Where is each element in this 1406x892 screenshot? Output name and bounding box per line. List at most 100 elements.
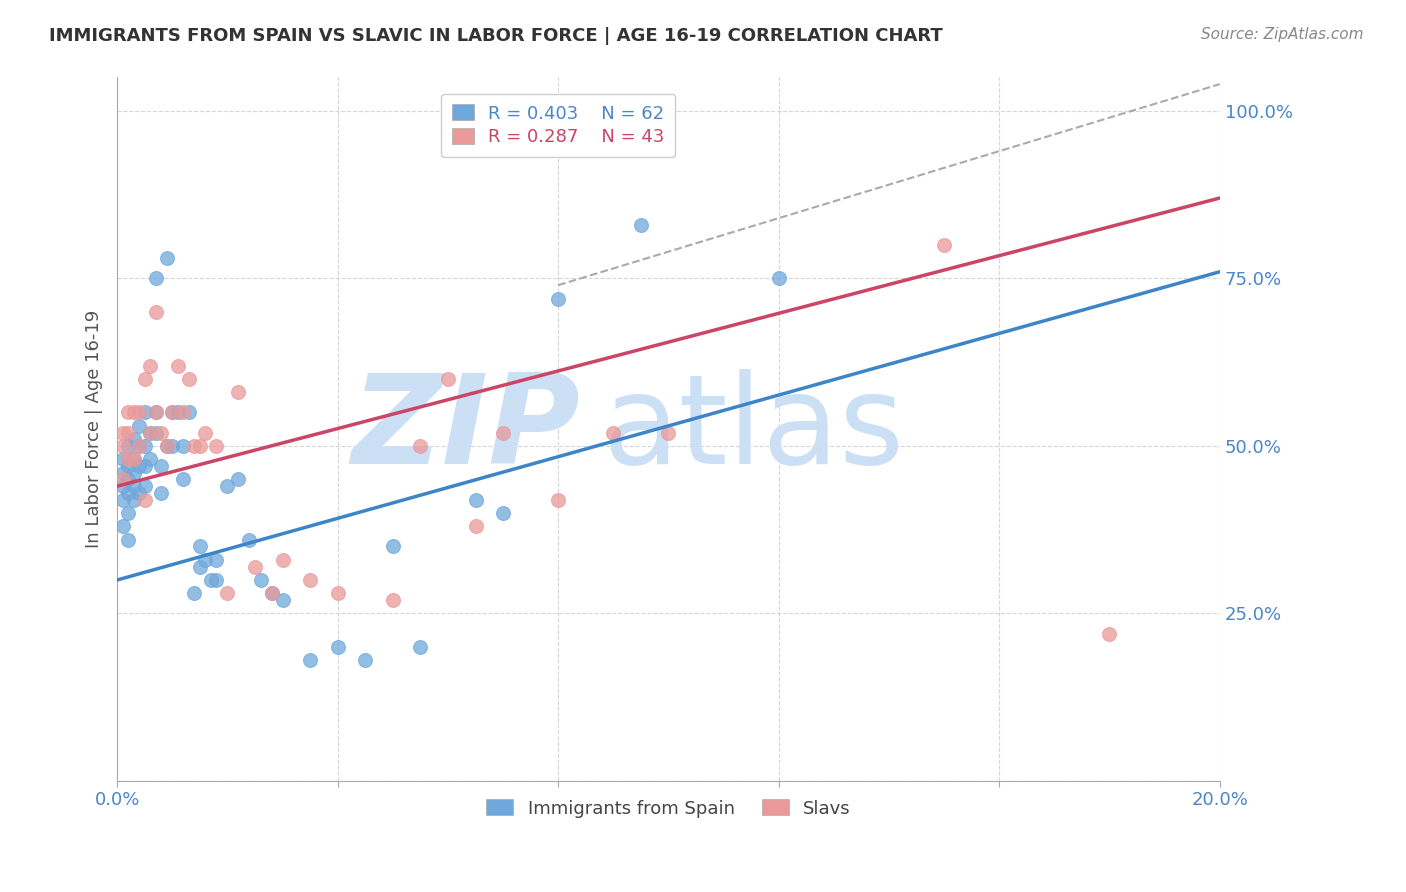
Point [238,533,260,547]
Point [117,533,139,547]
Point [194,425,217,440]
Point [200,573,222,587]
Legend: Immigrants from Spain, Slavs: Immigrants from Spain, Slavs [479,792,858,825]
Point [122,452,145,467]
Point [111,425,134,440]
Point [932,238,955,252]
Point [117,459,139,474]
Point [188,540,211,554]
Point [260,586,283,600]
Text: IMMIGRANTS FROM SPAIN VS SLAVIC IN LABOR FORCE | AGE 16-19 CORRELATION CHART: IMMIGRANTS FROM SPAIN VS SLAVIC IN LABOR… [49,27,943,45]
Point [145,305,167,319]
Point [326,640,349,654]
Point [260,586,283,600]
Point [117,425,139,440]
Point [145,405,167,419]
Text: ZIP: ZIP [352,368,581,490]
Point [492,506,515,520]
Point [111,452,134,467]
Point [437,372,460,386]
Point [205,573,228,587]
Point [111,466,134,480]
Point [145,405,167,419]
Point [188,439,211,453]
Point [111,492,134,507]
Point [228,385,250,400]
Point [162,405,184,419]
Point [111,473,134,487]
Point [217,479,239,493]
Point [326,586,349,600]
Point [162,439,184,453]
Point [156,439,179,453]
Point [183,586,205,600]
Point [464,492,486,507]
Point [492,425,515,440]
Point [156,439,179,453]
Point [409,640,432,654]
Point [299,573,322,587]
Point [111,519,134,533]
Point [128,439,150,453]
Point [134,459,156,474]
Point [128,459,150,474]
Point [150,459,173,474]
Point [547,492,569,507]
Point [271,553,294,567]
Point [172,405,194,419]
Point [183,439,205,453]
Point [122,466,145,480]
Point [150,425,173,440]
Point [128,486,150,500]
Point [134,479,156,493]
Point [354,653,377,667]
Point [657,425,679,440]
Point [117,473,139,487]
Point [217,586,239,600]
Point [768,271,790,285]
Point [381,540,404,554]
Point [172,439,194,453]
Point [134,405,156,419]
Point [249,573,271,587]
Point [122,432,145,446]
Point [1098,626,1121,640]
Point [117,486,139,500]
Point [194,553,217,567]
Point [111,439,134,453]
Point [145,271,167,285]
Point [464,519,486,533]
Point [547,292,569,306]
Point [409,439,432,453]
Point [205,553,228,567]
Point [177,372,200,386]
Point [139,425,162,440]
Point [162,405,184,419]
Text: atlas: atlas [602,368,904,490]
Point [145,425,167,440]
Text: Source: ZipAtlas.com: Source: ZipAtlas.com [1201,27,1364,42]
Point [139,452,162,467]
Point [299,653,322,667]
Point [177,405,200,419]
Point [117,452,139,467]
Point [117,405,139,419]
Point [381,593,404,607]
Point [122,492,145,507]
Point [134,372,156,386]
Point [150,486,173,500]
Point [128,405,150,419]
Point [602,425,624,440]
Point [156,252,179,266]
Point [172,473,194,487]
Point [139,359,162,373]
Point [122,405,145,419]
Point [166,359,188,373]
Point [134,492,156,507]
Point [166,405,188,419]
Point [117,506,139,520]
Point [128,418,150,433]
Point [122,452,145,467]
Point [271,593,294,607]
Point [139,425,162,440]
